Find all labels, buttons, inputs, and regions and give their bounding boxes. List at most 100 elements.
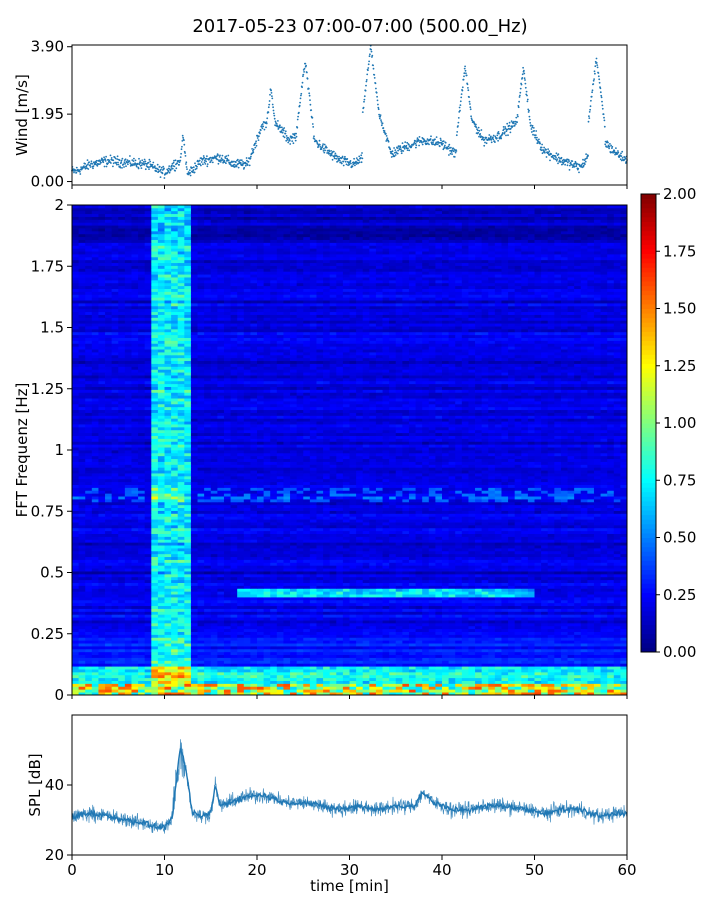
spectrogram-cell <box>98 600 105 603</box>
spectrogram-cell <box>303 623 310 626</box>
spectrogram-cell <box>310 580 317 583</box>
wind-point <box>437 143 439 145</box>
spectrogram-cell <box>171 591 178 594</box>
spectrogram-cell <box>264 623 271 626</box>
spectrogram-cell <box>336 663 343 666</box>
spectrogram-cell <box>601 623 608 626</box>
spectrogram-cell <box>515 634 522 637</box>
spectrogram-cell <box>264 686 271 689</box>
wind-point <box>379 118 381 120</box>
spectrogram-cell <box>389 672 396 675</box>
spectrogram-cell <box>376 585 383 588</box>
spectrogram-cell <box>574 675 581 678</box>
spectrogram-cell <box>264 681 271 684</box>
spectrogram-cell <box>283 689 290 692</box>
spectrogram-cell <box>495 637 502 640</box>
wind-point <box>323 152 325 154</box>
spectrogram-cell <box>165 652 172 655</box>
spectrogram-cell <box>237 606 244 609</box>
spectrogram-cell <box>574 606 581 609</box>
spectrogram-cell <box>620 620 627 623</box>
spectrogram-cell <box>429 585 436 588</box>
spectrogram-cell <box>310 640 317 643</box>
spectrogram-cell <box>105 637 112 640</box>
wind-point <box>145 161 147 163</box>
spectrogram-cell <box>389 637 396 640</box>
spectrogram-cell <box>475 606 482 609</box>
spectrogram-cell <box>184 629 191 632</box>
spectrogram-cell <box>528 594 535 597</box>
spectrogram-cell <box>224 594 231 597</box>
spectrogram-cell <box>145 617 152 620</box>
spectrogram-cell <box>587 649 594 652</box>
spectrogram-cell <box>336 594 343 597</box>
wind-point <box>555 158 557 160</box>
spectrogram-cell <box>158 663 165 666</box>
spectrogram-cell <box>257 611 264 614</box>
spectrogram-cell <box>601 649 608 652</box>
spectrogram-cell <box>501 611 508 614</box>
spectrogram-cell <box>429 574 436 577</box>
spectrogram-cell <box>614 583 621 586</box>
spectrogram-cell <box>508 681 515 684</box>
wind-ytick-label: 3.90 <box>31 38 64 56</box>
spectrogram-cell <box>224 577 231 580</box>
spectrogram-cell <box>79 594 86 597</box>
spectrogram-cell <box>482 672 489 675</box>
spectrogram-cell <box>112 609 119 612</box>
spectrogram-cell <box>455 660 462 663</box>
spectrogram-cell <box>468 583 475 586</box>
spectrogram-cell <box>363 617 370 620</box>
spectrogram-cell <box>449 649 456 652</box>
spectrogram-cell <box>316 686 323 689</box>
wind-point <box>272 106 274 108</box>
wind-point <box>463 75 465 77</box>
wind-point <box>459 107 461 109</box>
spectrogram-cell <box>231 655 238 658</box>
spectrogram-cell <box>541 614 548 617</box>
spectrogram-cell <box>554 672 561 675</box>
spectrogram-cell <box>310 614 317 617</box>
wind-point <box>500 138 502 140</box>
spectrogram-cell <box>482 614 489 617</box>
spectrogram-cell <box>475 629 482 632</box>
spectrogram-cell <box>323 640 330 643</box>
spectrogram-cell <box>145 629 152 632</box>
spectrogram-cell <box>316 574 323 577</box>
wind-point <box>469 106 471 108</box>
spectrogram-cell <box>270 606 277 609</box>
wind-point <box>510 128 512 130</box>
spectrogram-cell <box>442 629 449 632</box>
spectrogram-cell <box>482 634 489 637</box>
spectrogram-cell <box>468 643 475 646</box>
spectrogram-cell <box>402 629 409 632</box>
spectrogram-cell <box>594 609 601 612</box>
spectrogram-cell <box>462 620 469 623</box>
wind-point <box>367 67 369 69</box>
spectrogram-cell <box>231 603 238 606</box>
spectrogram-cell <box>158 678 165 681</box>
spectrogram-cell <box>482 669 489 672</box>
spectrogram-cell <box>283 580 290 583</box>
spectrogram-cell <box>488 623 495 626</box>
wind-point <box>185 163 187 165</box>
spectrogram-cell <box>376 652 383 655</box>
wind-point <box>538 139 540 141</box>
spectrogram-cell <box>389 594 396 597</box>
spectrogram-cell <box>79 658 86 661</box>
spectrogram-cell <box>435 655 442 658</box>
spectrogram-cell <box>383 614 390 617</box>
spectrogram-cell <box>171 626 178 629</box>
spectrogram-cell <box>541 649 548 652</box>
spectrogram-cell <box>118 686 125 689</box>
spectrogram-cell <box>257 583 264 586</box>
wind-point <box>519 95 521 97</box>
wind-point <box>404 141 406 143</box>
spectrogram-cell <box>416 689 423 692</box>
spectrogram-cell <box>535 686 542 689</box>
spectrogram-cell <box>211 583 218 586</box>
spectrogram-cell <box>297 663 304 666</box>
spectrogram-cell <box>171 683 178 686</box>
spectrogram-cell <box>435 632 442 635</box>
spectrogram-cell <box>297 577 304 580</box>
